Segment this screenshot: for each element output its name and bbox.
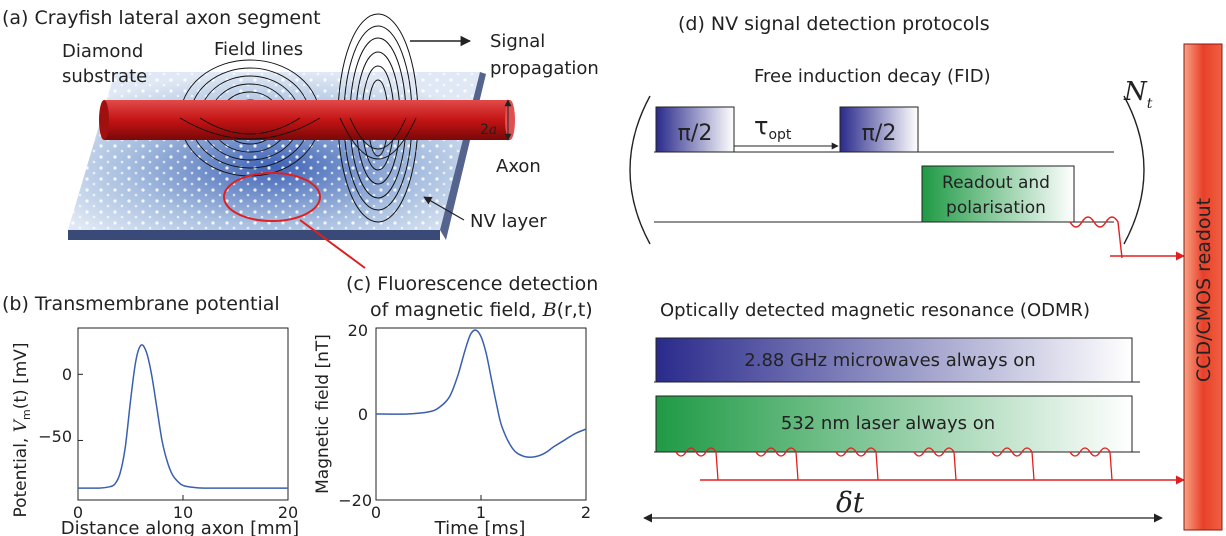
panel-c-title-line2: of magnetic field, B(r,t) [370,299,593,321]
panel-b-xlabel: Distance along axon [mm] [61,518,299,536]
odmr-title: Optically detected magnetic resonance (O… [660,300,1090,321]
delta-t-label: δt [836,486,865,519]
diamond-substrate-edge [68,230,440,240]
svg-text:2a: 2a [480,122,497,138]
fid-paren-left [629,95,651,245]
panel-c-y-tick-0: 0 [358,405,368,424]
axon-end-right [505,100,515,140]
panel-c-title-line1: (c) Fluorescence detection [346,273,598,295]
panel-b-ticks [77,373,289,500]
axon-end-left [99,100,109,140]
panel-b-y-tick-0: 0 [62,365,72,384]
label-substrate: substrate [62,66,147,87]
ccd-cmos-bar [1183,43,1223,531]
label-propagation: propagation [490,58,599,79]
panel-c-ylabel: Magnetic field [nT] [313,334,333,494]
panel-b-ylabel: Potential, Vm(t) [mV] [11,342,33,517]
panel-d: (d) NV signal detection protocols Free i… [629,13,1223,531]
panel-b-x-tick-20: 20 [278,503,298,522]
detection-region-circle [223,172,321,222]
label-nv-layer: NV layer [470,211,547,232]
label-diamond: Diamond [62,41,143,62]
odmr-photon-waves [675,447,1113,481]
ccd-cmos-label: CCD/CMOS readout [1193,198,1215,382]
fid-repeat-count: Nt [1123,77,1153,112]
panel-b-title: (b) Transmembrane potential [2,293,280,315]
panel-c-y-tick-20: 20 [348,321,368,340]
svg-text:2.88 GHz microwaves always on: 2.88 GHz microwaves always on [744,350,1035,371]
panel-d-title: (d) NV signal detection protocols [678,13,990,35]
svg-text:polarisation: polarisation [946,198,1046,218]
panel-c-x-tick-2: 2 [581,503,591,522]
laser-block [655,395,1133,453]
panel-c-xlabel: Time [ms] [434,518,526,536]
panel-b: (b) Transmembrane potential 0 10 20 0 −5… [2,293,299,536]
panel-a-title: (a) Crayfish lateral axon segment [2,7,321,29]
label-signal: Signal [490,31,545,52]
panel-c-y-tick-m20: −20 [338,491,372,510]
panel-c-x-tick-0: 0 [371,503,381,522]
panel-a: 2a (a) Crayfish lateral axon segment Dia… [2,7,599,269]
label-axon: Axon [496,156,541,177]
panel-b-curve [77,344,288,489]
readout-polarisation-block [921,165,1075,223]
panel-b-x-tick-0: 0 [73,503,83,522]
label-field-lines: Field lines [214,39,303,60]
panel-b-y-tick-m50: −50 [38,427,72,446]
pi-half-pulse-2 [839,106,919,153]
fid-photon-wave [1069,216,1123,259]
svg-text:532 nm laser always on: 532 nm laser always on [781,413,995,434]
pi-half-pulse-1 [655,106,735,153]
axon-cylinder [104,100,510,140]
fid-title: Free induction decay (FID) [754,66,991,87]
panel-b-axes [77,327,289,501]
microwave-block [655,337,1133,383]
panel-c-curve [375,329,587,459]
fid-paren-right [1123,95,1145,245]
svg-text:Readout and: Readout and [942,173,1050,193]
field-lines-front [179,117,417,160]
diamond-substrate-slab-dots [68,72,480,230]
svg-text:π/2: π/2 [678,121,713,146]
tau-opt-label: τopt [754,112,792,143]
panel-c-x-tick-1: 1 [476,503,486,522]
panel-c: (c) Fluorescence detection of magnetic f… [313,273,598,536]
panel-b-x-tick-10: 10 [173,503,193,522]
svg-text:π/2: π/2 [862,121,897,146]
detection-pointer-line [299,219,366,269]
